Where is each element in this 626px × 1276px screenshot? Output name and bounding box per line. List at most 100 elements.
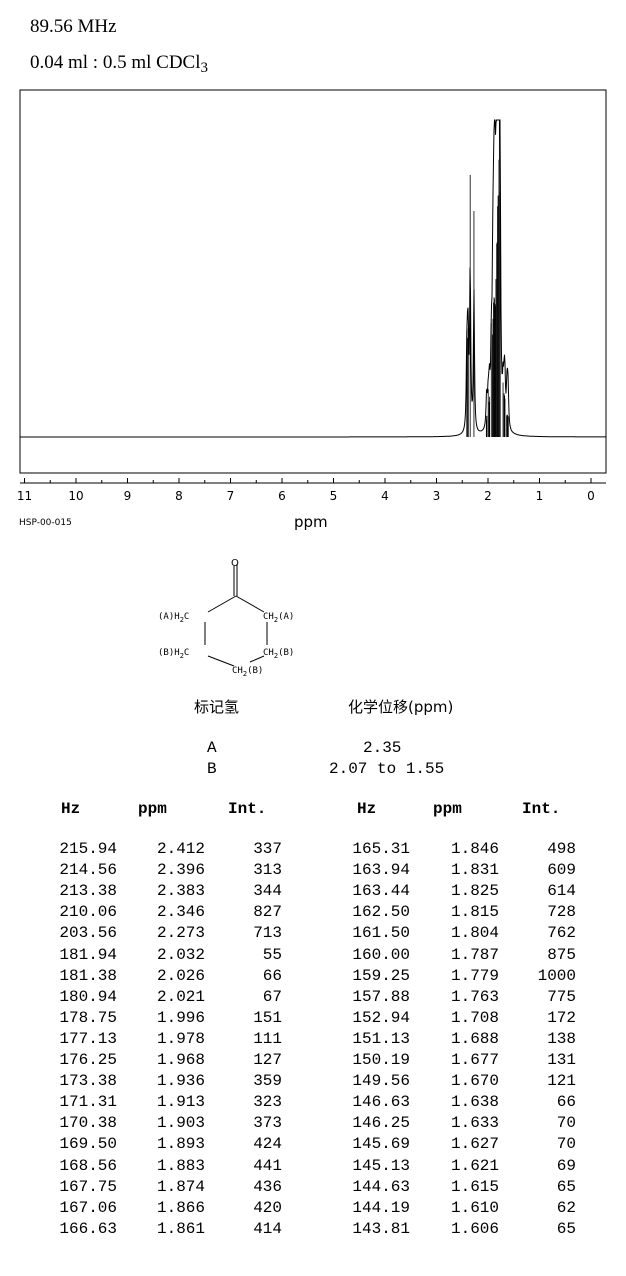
table-cell-left-ppm: 2.396 xyxy=(156,861,205,880)
table-cell-left-int: 827 xyxy=(253,903,282,922)
table-cell-left-hz: 203.56 xyxy=(59,924,117,943)
table-cell-right-hz: 152.94 xyxy=(352,1008,410,1027)
table-cell-left-hz: 173.38 xyxy=(59,1072,117,1091)
x-tick-label: 0 xyxy=(587,489,595,503)
assignment-header-shift: 化学位移(ppm) xyxy=(348,698,454,716)
table-cell-left-ppm: 2.026 xyxy=(156,966,205,985)
x-tick-label: 5 xyxy=(330,489,338,503)
table-cell-left-ppm: 2.273 xyxy=(156,924,205,943)
x-axis-tick-labels: 11 10 9 8 7 6 5 4 3 2 1 0 xyxy=(17,489,595,503)
table-cell-left-int: 127 xyxy=(253,1051,282,1069)
nmr-spectrum-chart: 11 10 9 8 7 6 5 4 3 2 1 0 xyxy=(17,89,607,503)
table-cell-right-ppm: 1.670 xyxy=(450,1072,499,1091)
table-cell-left-ppm: 1.913 xyxy=(156,1093,205,1112)
assignment-header-hydrogen: 标记氢 xyxy=(194,698,240,716)
table-cell-left-int: 67 xyxy=(262,987,282,1006)
x-tick-label: 3 xyxy=(433,489,441,503)
table-header-ppm-right: ppm xyxy=(433,800,462,818)
table-cell-left-ppm: 2.412 xyxy=(156,840,205,858)
table-cell-right-hz: 163.44 xyxy=(352,882,410,901)
table-header-int-right: Int. xyxy=(522,800,561,818)
table-cell-right-int: 875 xyxy=(547,945,576,964)
assignment-shift-a: 2.35 xyxy=(363,739,402,757)
table-cell-right-ppm: 1.804 xyxy=(450,924,499,943)
ch2-a-left: (A)H2C xyxy=(158,612,189,624)
table-cell-right-ppm: 1.688 xyxy=(450,1029,499,1048)
table-cell-left-ppm: 1.968 xyxy=(156,1051,205,1069)
table-cell-left-ppm: 1.861 xyxy=(156,1219,205,1238)
table-cell-right-ppm: 1.633 xyxy=(450,1114,499,1133)
table-cell-right-ppm: 1.610 xyxy=(450,1198,499,1217)
assignment-shift-b: 2.07 to 1.55 xyxy=(329,760,445,778)
table-cell-left-hz: 177.13 xyxy=(59,1029,117,1048)
table-cell-left-int: 66 xyxy=(262,966,282,985)
table-cell-right-int: 70 xyxy=(556,1135,576,1154)
table-cell-right-ppm: 1.708 xyxy=(450,1008,499,1027)
table-cell-left-ppm: 1.893 xyxy=(156,1135,205,1154)
table-cell-right-int: 62 xyxy=(556,1198,576,1217)
x-tick-label: 10 xyxy=(68,489,83,503)
table-cell-left-int: 713 xyxy=(253,924,282,943)
table-cell-left-ppm: 1.936 xyxy=(156,1072,205,1091)
table-cell-right-int: 609 xyxy=(547,861,576,880)
table-cell-left-int: 424 xyxy=(253,1135,282,1154)
table-cell-right-hz: 161.50 xyxy=(352,924,410,943)
ch2-b-left: (B)H2C xyxy=(158,648,189,660)
table-header-int-left: Int. xyxy=(228,800,267,818)
x-tick-label: 7 xyxy=(227,489,235,503)
table-cell-right-int: 131 xyxy=(547,1051,576,1069)
table-cell-right-int: 65 xyxy=(556,1177,576,1196)
table-cell-right-int: 69 xyxy=(556,1156,576,1175)
peak-lines xyxy=(466,120,509,437)
x-axis-label: ppm xyxy=(294,513,328,531)
table-cell-right-ppm: 1.606 xyxy=(450,1219,499,1238)
ring-bonds xyxy=(204,564,268,667)
table-cell-right-ppm: 1.825 xyxy=(450,882,499,901)
table-cell-right-hz: 165.31 xyxy=(352,840,410,858)
table-cell-right-hz: 149.56 xyxy=(352,1072,410,1091)
table-cell-right-int: 498 xyxy=(547,840,576,858)
table-cell-right-hz: 146.25 xyxy=(352,1114,410,1133)
table-cell-left-hz: 181.94 xyxy=(59,945,117,964)
table-cell-left-ppm: 2.021 xyxy=(156,987,205,1006)
table-cell-left-int: 337 xyxy=(253,840,282,858)
table-cell-left-ppm: 1.874 xyxy=(156,1177,205,1196)
table-cell-left-int: 420 xyxy=(253,1198,282,1217)
table-cell-left-hz: 168.56 xyxy=(59,1156,117,1175)
table-cell-right-hz: 163.94 xyxy=(352,861,410,880)
table-cell-left-hz: 181.38 xyxy=(59,966,117,985)
table-cell-right-ppm: 1.638 xyxy=(450,1093,499,1112)
spectrum-code: HSP-00-015 xyxy=(19,518,72,528)
table-cell-left-int: 414 xyxy=(253,1219,282,1238)
table-cell-left-hz: 170.38 xyxy=(59,1114,117,1133)
table-cell-left-int: 359 xyxy=(253,1072,282,1091)
table-cell-right-hz: 145.13 xyxy=(352,1156,410,1175)
x-tick-label: 8 xyxy=(175,489,183,503)
table-cell-left-hz: 210.06 xyxy=(59,903,117,922)
table-cell-left-int: 151 xyxy=(253,1008,282,1027)
table-cell-right-int: 172 xyxy=(547,1008,576,1027)
table-cell-left-hz: 178.75 xyxy=(59,1008,117,1027)
x-tick-label: 1 xyxy=(536,489,544,503)
sample-subscript: 3 xyxy=(200,60,209,76)
table-cell-left-int: 344 xyxy=(253,882,282,901)
table-cell-right-ppm: 1.846 xyxy=(450,840,499,858)
x-axis-ticks xyxy=(24,478,592,483)
table-cell-right-hz: 151.13 xyxy=(352,1029,410,1048)
table-cell-left-ppm: 2.032 xyxy=(156,945,205,964)
table-cell-left-ppm: 2.346 xyxy=(156,903,205,922)
table-cell-left-int: 55 xyxy=(262,945,282,964)
table-cell-left-ppm: 1.996 xyxy=(156,1008,205,1027)
assignment-label-b: B xyxy=(207,760,217,778)
table-cell-right-ppm: 1.615 xyxy=(450,1177,499,1196)
table-cell-right-int: 66 xyxy=(556,1093,576,1112)
table-cell-right-int: 70 xyxy=(556,1114,576,1133)
table-cell-left-hz: 215.94 xyxy=(59,840,117,858)
table-cell-right-hz: 143.81 xyxy=(352,1219,410,1238)
sample-text: 0.04 ml : 0.5 ml CDCl xyxy=(30,52,201,73)
table-cell-left-hz: 214.56 xyxy=(59,861,117,880)
x-tick-label: 11 xyxy=(17,489,32,503)
table-cell-left-hz: 167.06 xyxy=(59,1198,117,1217)
x-tick-label: 6 xyxy=(278,489,286,503)
table-cell-right-hz: 145.69 xyxy=(352,1135,410,1154)
